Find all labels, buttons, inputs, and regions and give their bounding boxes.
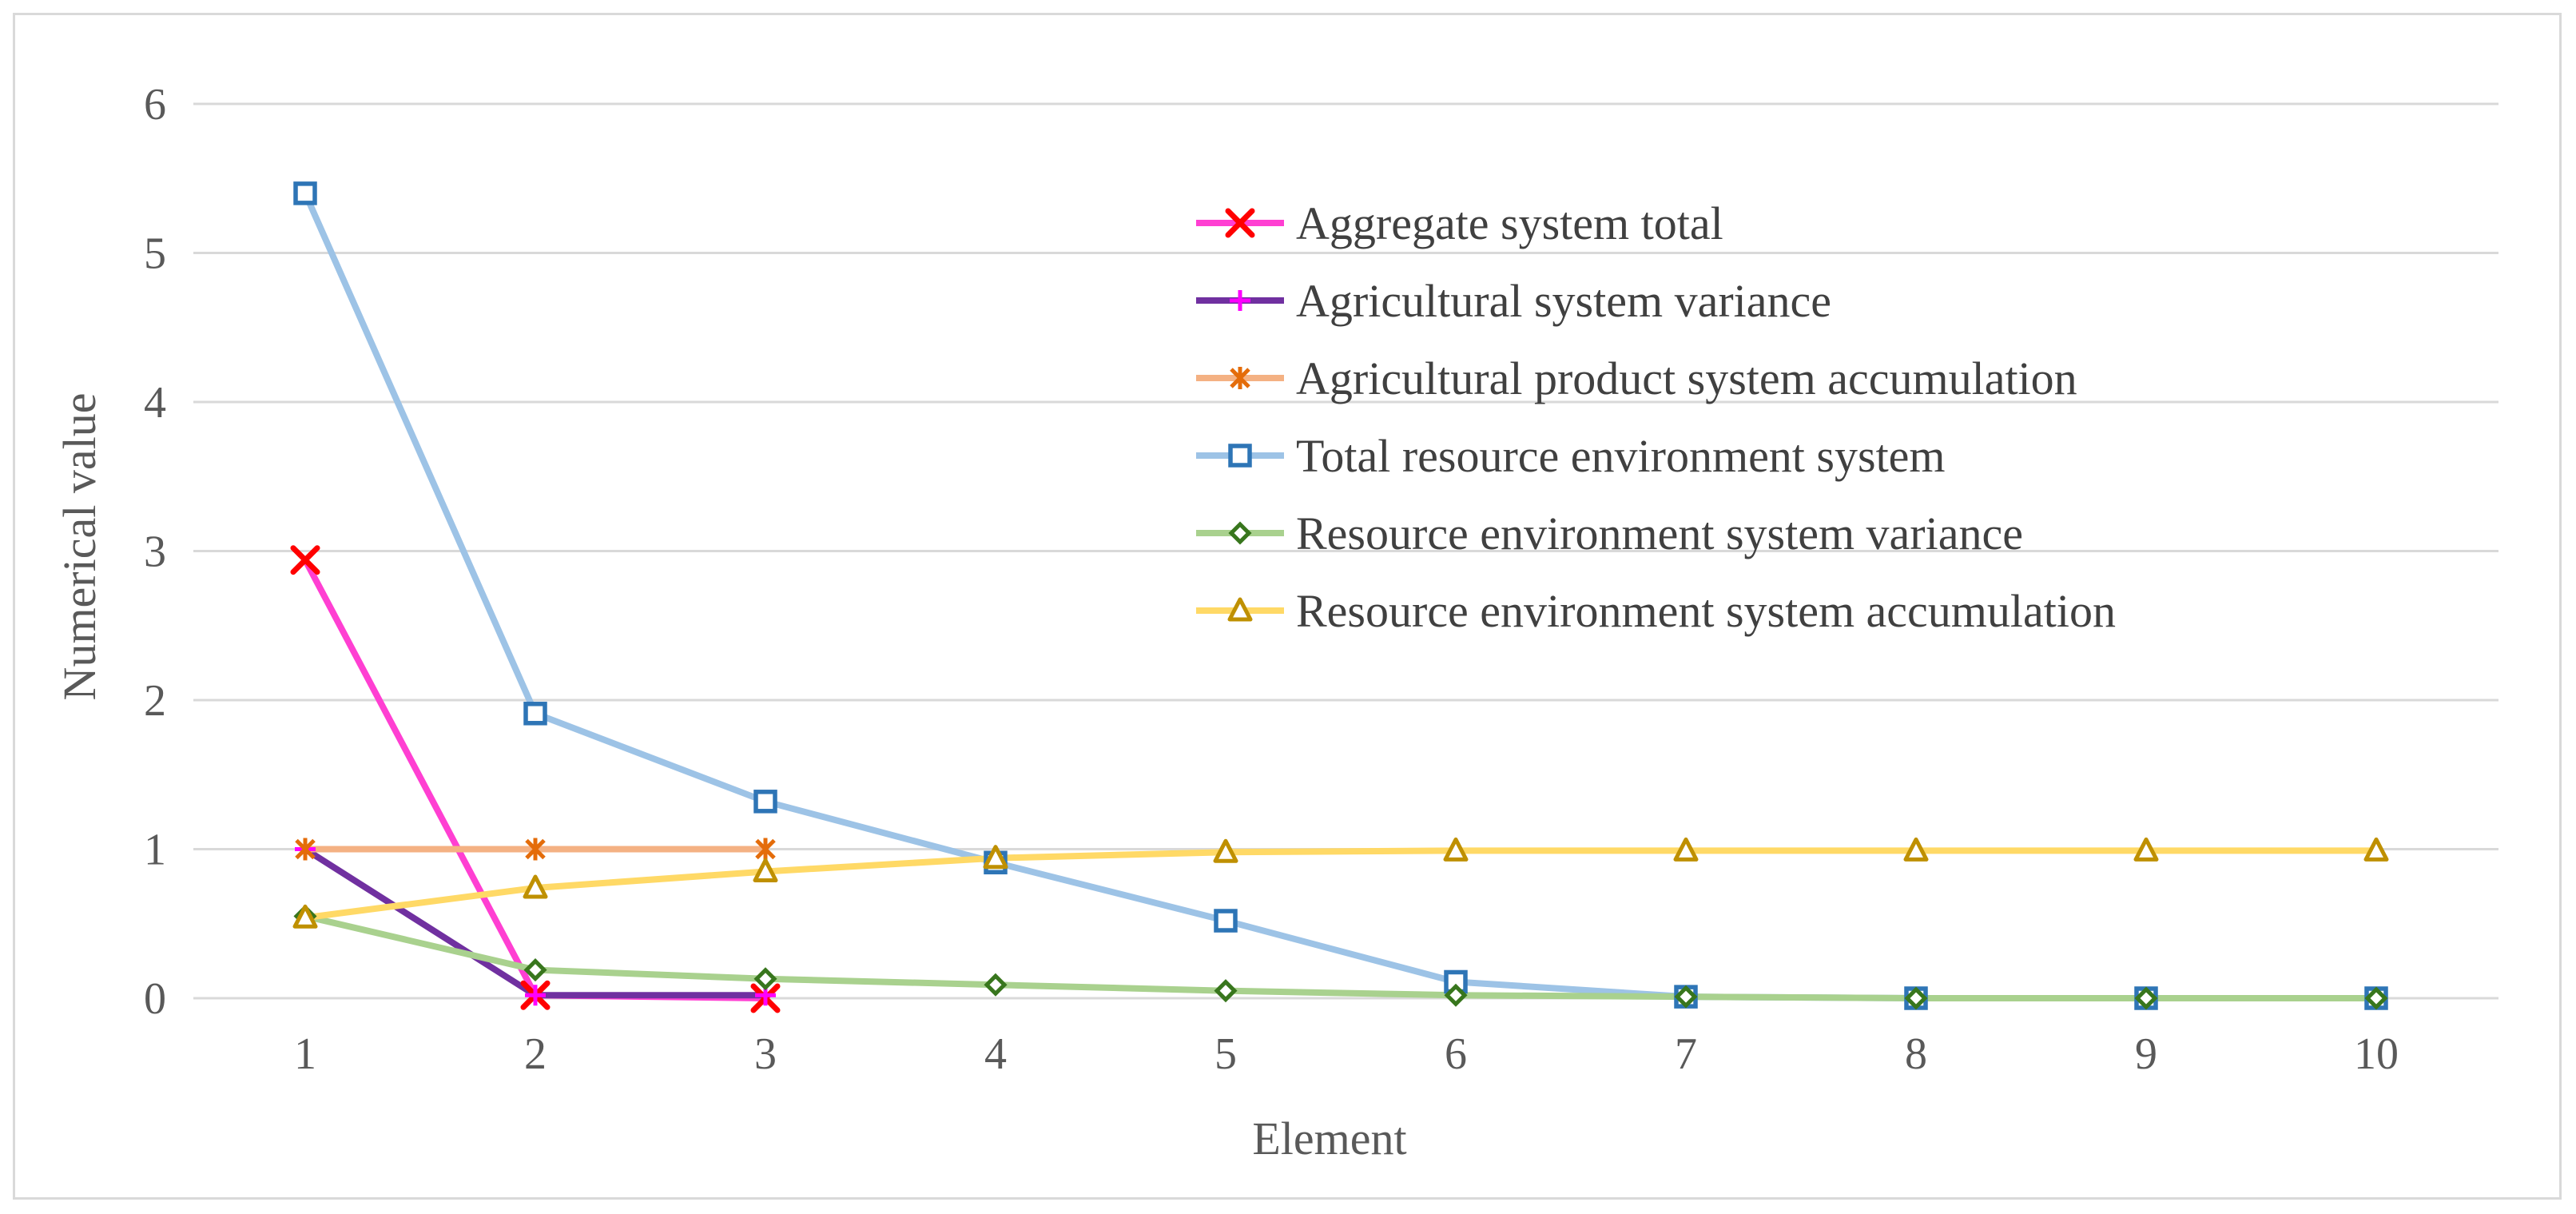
- x-tick-label: 2: [524, 1029, 547, 1079]
- data-point-s1-x1: [290, 545, 320, 575]
- y-axis-ticks: 0 1 2 3 4 5 6: [144, 80, 166, 1024]
- data-point-s3-x2: [525, 838, 546, 861]
- y-tick-label: 4: [144, 378, 166, 428]
- data-point-s6-x9: [2133, 837, 2159, 862]
- data-point-s6-x10: [2363, 837, 2389, 862]
- x-tick-label: 9: [2135, 1029, 2157, 1079]
- legend-marker: [1230, 290, 1250, 311]
- data-point-s6-x5: [1213, 838, 1238, 863]
- series-markers: [290, 181, 2389, 1013]
- y-axis-title: Numerical value: [54, 393, 105, 701]
- legend-marker: [1227, 597, 1253, 622]
- data-point-s5-x2: [523, 958, 547, 982]
- data-point-s6-x7: [1673, 837, 1699, 862]
- legend-label: Agricultural product system accumulation: [1296, 352, 2077, 404]
- x-tick-label: 10: [2354, 1029, 2399, 1079]
- x-tick-label: 8: [1905, 1029, 1927, 1079]
- y-tick-label: 2: [144, 676, 166, 726]
- data-point-s6-x4: [983, 845, 1008, 870]
- data-point-s5-x10: [2364, 986, 2388, 1010]
- data-point-s6-x2: [523, 874, 548, 899]
- legend-label: Aggregate system total: [1296, 197, 1723, 249]
- data-point-s5-x8: [1904, 986, 1928, 1010]
- legend-item: Agricultural system variance: [1196, 275, 1831, 327]
- y-tick-label: 3: [144, 527, 166, 577]
- line-chart: 0 1 2 3 4 5 6 1 2 3 4 5 6 7 8 9 10 Element Numerical va…: [54, 80, 2498, 1164]
- data-point-s4-x5: [1214, 909, 1238, 933]
- data-point-s3-x3: [755, 838, 776, 861]
- data-point-s4-x1: [293, 181, 317, 205]
- data-point-s5-x5: [1214, 979, 1238, 1003]
- data-point-s6-x3: [753, 858, 778, 882]
- legend-item: Resource environment system accumulation: [1196, 585, 2116, 637]
- y-tick-label: 1: [144, 826, 166, 875]
- legend: Aggregate system total Agricultural syste…: [1196, 197, 2116, 637]
- series-line-5: [302, 913, 2379, 1001]
- legend-item: Aggregate system total: [1196, 197, 1723, 249]
- x-tick-label: 7: [1675, 1029, 1697, 1079]
- data-point-s6-x6: [1443, 837, 1469, 862]
- legend-marker: [1228, 521, 1252, 545]
- x-tick-label: 5: [1214, 1029, 1237, 1079]
- x-tick-label: 6: [1445, 1029, 1467, 1079]
- legend-item: Total resource environment system: [1196, 430, 1946, 482]
- y-tick-label: 6: [144, 80, 166, 129]
- data-point-s3-x1: [295, 838, 316, 861]
- legend-marker: [1225, 208, 1255, 238]
- chart-frame: 0 1 2 3 4 5 6 1 2 3 4 5 6 7 8 9 10 Element Numerical va…: [13, 13, 2562, 1200]
- data-point-s6-x1: [292, 904, 318, 929]
- legend-label: Total resource environment system: [1296, 430, 1946, 482]
- series-line-6: [302, 847, 2379, 921]
- data-point-s6-x8: [1903, 837, 1929, 862]
- data-point-s4-x3: [753, 790, 777, 814]
- x-tick-label: 3: [754, 1029, 777, 1079]
- legend-marker: [1230, 367, 1250, 389]
- data-point-s5-x7: [1674, 985, 1698, 1009]
- legend-label: Resource environment system accumulation: [1296, 585, 2116, 637]
- x-axis-ticks: 1 2 3 4 5 6 7 8 9 10: [294, 1029, 2399, 1079]
- data-point-s5-x6: [1444, 983, 1468, 1007]
- legend-label: Agricultural system variance: [1296, 275, 1831, 327]
- data-point-s2-x2: [525, 985, 546, 1006]
- legend-item: Agricultural product system accumulation: [1196, 352, 2077, 404]
- data-point-s5-x9: [2134, 986, 2158, 1010]
- x-tick-label: 4: [984, 1029, 1007, 1079]
- legend-label: Resource environment system variance: [1296, 507, 2023, 559]
- y-tick-label: 0: [144, 974, 166, 1024]
- y-tick-label: 5: [144, 229, 166, 279]
- legend-item: Resource environment system variance: [1196, 507, 2023, 559]
- x-tick-label: 1: [294, 1029, 316, 1079]
- data-point-s4-x2: [523, 702, 547, 726]
- data-point-s5-x4: [984, 973, 1008, 997]
- x-axis-title: Element: [1252, 1113, 1406, 1164]
- legend-marker: [1228, 444, 1252, 468]
- data-point-s5-x3: [753, 967, 777, 991]
